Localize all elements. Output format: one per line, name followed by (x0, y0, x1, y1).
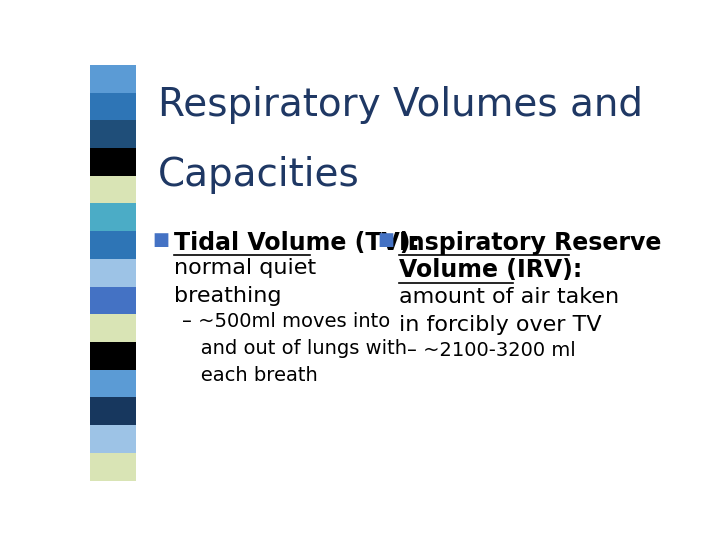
Bar (90, 176, 136, 204)
Text: Capacities: Capacities (158, 156, 360, 194)
Bar (90, 231, 136, 259)
Bar (90, 453, 136, 481)
Bar (90, 120, 136, 148)
Bar (90, 370, 136, 397)
Text: normal quiet
breathing: normal quiet breathing (174, 258, 316, 306)
Text: – ~500ml moves into: – ~500ml moves into (182, 312, 390, 331)
Bar (90, 314, 136, 342)
Bar (90, 342, 136, 370)
Text: Tidal Volume (TV):: Tidal Volume (TV): (174, 231, 420, 255)
Text: – ~2100-3200 ml: – ~2100-3200 ml (407, 341, 576, 360)
Text: amount of air taken
in forcibly over TV: amount of air taken in forcibly over TV (399, 287, 618, 335)
Bar (90, 287, 136, 314)
Bar (90, 148, 136, 176)
Text: Volume (IRV):: Volume (IRV): (399, 258, 582, 282)
Bar (90, 204, 136, 231)
Text: and out of lungs with: and out of lungs with (182, 339, 407, 358)
Bar (90, 259, 136, 287)
Text: ■: ■ (153, 231, 169, 249)
Text: ■: ■ (377, 231, 395, 249)
Bar (90, 65, 136, 92)
Text: Inspiratory Reserve: Inspiratory Reserve (399, 231, 661, 255)
Text: Respiratory Volumes and: Respiratory Volumes and (158, 85, 643, 124)
Bar (90, 92, 136, 120)
Text: each breath: each breath (182, 366, 318, 385)
Bar (90, 425, 136, 453)
Bar (90, 397, 136, 425)
